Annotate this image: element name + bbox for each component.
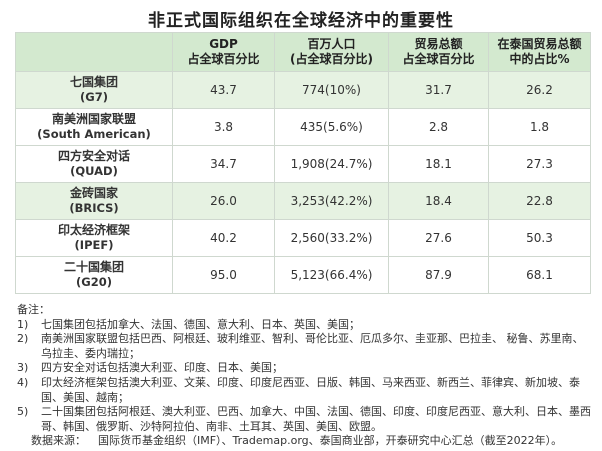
row-name-cn: 四方安全对话 bbox=[57, 149, 130, 163]
comparison-table: GDP 占全球百分比 百万人口 (占全球百分比) 贸易总额 占全球百分比 在泰国… bbox=[15, 32, 591, 294]
cell-gdp: 40.2 bbox=[172, 219, 275, 257]
header-thai-trade-line2: 中的占比% bbox=[509, 52, 570, 66]
header-gdp-line2: 占全球百分比 bbox=[187, 52, 260, 66]
note-number: 2) bbox=[17, 332, 29, 346]
cell-trade: 18.1 bbox=[388, 145, 489, 183]
row-name-en: (BRICS) bbox=[69, 201, 119, 215]
table-row: 二十国集团 (G20) 95.0 5,123(66.4%) 87.9 68.1 bbox=[15, 256, 591, 294]
cell-population: 5,123(66.4%) bbox=[274, 256, 389, 294]
cell-population: 3,253(42.2%) bbox=[274, 182, 389, 220]
note-text: 四方安全对话包括澳大利亚、印度、日本、美国； bbox=[41, 361, 283, 375]
row-name-cn: 二十国集团 bbox=[63, 260, 124, 274]
header-blank bbox=[15, 32, 173, 72]
row-name: 七国集团 (G7) bbox=[15, 71, 173, 109]
note-item: 4) 印太经济框架包括澳大利亚、文莱、印度、印度尼西亚、日版、韩国、马来西亚、新… bbox=[17, 376, 592, 405]
row-name-cn: 金砖国家 bbox=[69, 186, 118, 200]
row-name: 四方安全对话 (QUAD) bbox=[15, 145, 173, 183]
header-thai-trade: 在泰国贸易总额 中的占比% bbox=[488, 32, 591, 72]
row-name: 印太经济框架 (IPEF) bbox=[15, 219, 173, 257]
note-number: 1) bbox=[17, 317, 29, 331]
note-text: 七国集团包括加拿大、法国、德国、意大利、日本、英国、美国； bbox=[41, 317, 360, 331]
table-header-row: GDP 占全球百分比 百万人口 (占全球百分比) 贸易总额 占全球百分比 在泰国… bbox=[15, 32, 591, 72]
note-item: 1) 七国集团包括加拿大、法国、德国、意大利、日本、英国、美国； bbox=[17, 318, 592, 333]
cell-trade: 27.6 bbox=[388, 219, 489, 257]
page-title: 非正式国际组织在全球经济中的重要性 bbox=[148, 11, 454, 31]
cell-gdp: 43.7 bbox=[172, 71, 275, 109]
row-name-en: (South American) bbox=[37, 127, 151, 141]
note-item: 2) 南美洲国家联盟包括巴西、阿根廷、玻利维亚、智利、哥伦比亚、厄瓜多尔、圭亚那… bbox=[17, 332, 592, 361]
header-population: 百万人口 (占全球百分比) bbox=[274, 32, 389, 72]
notes-heading: 备注： bbox=[17, 303, 50, 316]
note-text: 南美洲国家联盟包括巴西、阿根廷、玻利维亚、智利、哥伦比亚、厄瓜多尔、圭亚那、巴拉… bbox=[41, 332, 584, 360]
cell-trade: 31.7 bbox=[388, 71, 489, 109]
row-name-en: (G7) bbox=[80, 90, 108, 104]
cell-gdp: 34.7 bbox=[172, 145, 275, 183]
table-row: 印太经济框架 (IPEF) 40.2 2,560(33.2%) 27.6 50.… bbox=[15, 219, 591, 257]
row-name-cn: 七国集团 bbox=[69, 75, 118, 89]
header-trade: 贸易总额 占全球百分比 bbox=[388, 32, 489, 72]
source-text: 国际货币基金组织（IMF）、Trademap.org、泰国商业部，开泰研究中心汇… bbox=[98, 434, 563, 447]
note-item: 5) 二十国集团包括阿根廷、澳大利亚、巴西、加拿大、中国、法国、德国、印度、印度… bbox=[17, 405, 592, 434]
row-name-en: (QUAD) bbox=[70, 164, 118, 178]
cell-population: 2,560(33.2%) bbox=[274, 219, 389, 257]
cell-population: 1,908(24.7%) bbox=[274, 145, 389, 183]
cell-thai-trade: 27.3 bbox=[488, 145, 591, 183]
cell-population: 774(10%) bbox=[274, 71, 389, 109]
header-trade-line1: 贸易总额 bbox=[414, 37, 463, 51]
cell-gdp: 26.0 bbox=[172, 182, 275, 220]
row-name-en: (G20) bbox=[76, 275, 112, 289]
row-name-en: (IPEF) bbox=[74, 238, 114, 252]
cell-population: 435(5.6%) bbox=[274, 108, 389, 146]
row-name: 二十国集团 (G20) bbox=[15, 256, 173, 294]
row-name: 南美洲国家联盟 (South American) bbox=[15, 108, 173, 146]
header-population-line1: 百万人口 bbox=[307, 37, 356, 51]
cell-gdp: 95.0 bbox=[172, 256, 275, 294]
note-number: 4) bbox=[17, 375, 29, 389]
cell-thai-trade: 68.1 bbox=[488, 256, 591, 294]
source-label: 数据来源： bbox=[31, 434, 86, 447]
table-row: 七国集团 (G7) 43.7 774(10%) 31.7 26.2 bbox=[15, 71, 591, 109]
data-source: 数据来源： 国际货币基金组织（IMF）、Trademap.org、泰国商业部，开泰… bbox=[31, 432, 562, 448]
cell-thai-trade: 26.2 bbox=[488, 71, 591, 109]
notes-section: 备注： 1) 七国集团包括加拿大、法国、德国、意大利、日本、英国、美国； 2) … bbox=[17, 303, 592, 434]
row-name-cn: 印太经济框架 bbox=[57, 223, 130, 237]
note-number: 5) bbox=[17, 405, 29, 419]
note-item: 3) 四方安全对话包括澳大利亚、印度、日本、美国； bbox=[17, 361, 592, 376]
note-text: 印太经济框架包括澳大利亚、文莱、印度、印度尼西亚、日版、韩国、马来西亚、新西兰、… bbox=[41, 375, 580, 404]
cell-thai-trade: 50.3 bbox=[488, 219, 591, 257]
note-number: 3) bbox=[17, 361, 29, 375]
row-name-cn: 南美洲国家联盟 bbox=[51, 112, 136, 126]
header-gdp: GDP 占全球百分比 bbox=[172, 32, 275, 72]
table-row: 四方安全对话 (QUAD) 34.7 1,908(24.7%) 18.1 27.… bbox=[15, 145, 591, 183]
header-population-line2: (占全球百分比) bbox=[290, 52, 373, 66]
cell-trade: 87.9 bbox=[388, 256, 489, 294]
cell-trade: 18.4 bbox=[388, 182, 489, 220]
cell-gdp: 3.8 bbox=[172, 108, 275, 146]
cell-trade: 2.8 bbox=[388, 108, 489, 146]
note-text: 二十国集团包括阿根廷、澳大利亚、巴西、加拿大、中国、法国、德国、印度、印度尼西亚… bbox=[41, 405, 591, 433]
header-trade-line2: 占全球百分比 bbox=[402, 52, 475, 66]
cell-thai-trade: 1.8 bbox=[488, 108, 591, 146]
header-thai-trade-line1: 在泰国贸易总额 bbox=[497, 37, 582, 51]
table-row: 南美洲国家联盟 (South American) 3.8 435(5.6%) 2… bbox=[15, 108, 591, 146]
header-gdp-line1: GDP bbox=[209, 37, 238, 51]
table-row: 金砖国家 (BRICS) 26.0 3,253(42.2%) 18.4 22.8 bbox=[15, 182, 591, 220]
row-name: 金砖国家 (BRICS) bbox=[15, 182, 173, 220]
cell-thai-trade: 22.8 bbox=[488, 182, 591, 220]
